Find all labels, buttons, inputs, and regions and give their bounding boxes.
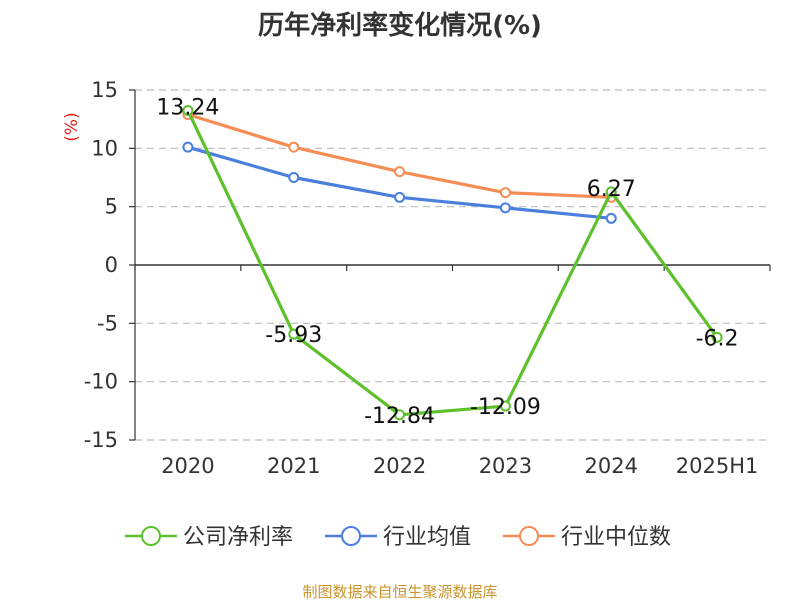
x-tick-label: 2020 [161, 454, 214, 478]
legend-swatch-marker[interactable] [341, 526, 361, 546]
data-label: -12.09 [470, 395, 541, 420]
y-tick-label: -15 [84, 428, 118, 452]
legend-label[interactable]: 行业均值 [383, 525, 471, 550]
series-point-1 [499, 202, 511, 214]
series-point-1 [182, 141, 194, 153]
series-lines [182, 105, 723, 421]
data-label: -5.93 [265, 323, 322, 348]
x-tick-label: 2023 [479, 454, 532, 478]
data-source-note: 制图数据来自恒生聚源数据库 [302, 583, 497, 600]
data-label: -6.2 [696, 326, 739, 351]
series-point-0 [394, 409, 406, 421]
chart-title: 历年净利率变化情况(%) [258, 10, 542, 41]
series-line-0 [186, 109, 719, 417]
series-point-2 [288, 141, 300, 153]
series-point-1 [288, 172, 300, 183]
x-tick-label: 2021 [267, 454, 320, 478]
series-point-2 [394, 166, 406, 178]
axes: 15 10 5 0 -5 -10 -15 2020 2021 2022 2023 2024 2025H1 [84, 78, 771, 478]
series-point-0 [711, 331, 723, 343]
y-tick-label: -5 [97, 311, 118, 335]
grid-lines [135, 89, 770, 441]
y-tick-label: 15 [91, 78, 118, 102]
series-point-0 [182, 105, 194, 117]
legend-swatch-marker[interactable] [519, 526, 539, 546]
legend-swatch-marker[interactable] [141, 526, 161, 546]
data-label: 6.27 [587, 177, 636, 202]
x-tick-label: 2025H1 [676, 454, 759, 478]
data-label: 13.24 [156, 96, 219, 121]
y-tick-label: 10 [91, 136, 118, 160]
series-line-2 [187, 112, 612, 199]
legend[interactable]: 公司净利率 行业均值 行业中位数 [125, 525, 671, 550]
y-axis-unit-label: (%) [62, 112, 82, 141]
series-point-2 [499, 187, 511, 199]
x-tick-label: 2022 [373, 454, 426, 478]
series-line-1 [187, 145, 612, 220]
series-point-0 [499, 400, 511, 412]
series-point-1 [394, 191, 406, 203]
y-tick-label: 5 [105, 195, 118, 219]
data-label: -12.84 [364, 404, 435, 429]
y-tick-label: -10 [84, 370, 118, 394]
legend-label[interactable]: 行业中位数 [561, 525, 671, 550]
data-labels: 13.24 -5.93 -12.84 -12.09 6.27 -6.2 [156, 96, 738, 429]
series-point-0 [288, 328, 300, 340]
series-point-1 [605, 212, 617, 224]
y-tick-label: 0 [105, 253, 118, 277]
legend-label[interactable]: 公司净利率 [183, 525, 293, 550]
series-point-0 [605, 186, 617, 198]
x-tick-label: 2024 [585, 454, 638, 478]
